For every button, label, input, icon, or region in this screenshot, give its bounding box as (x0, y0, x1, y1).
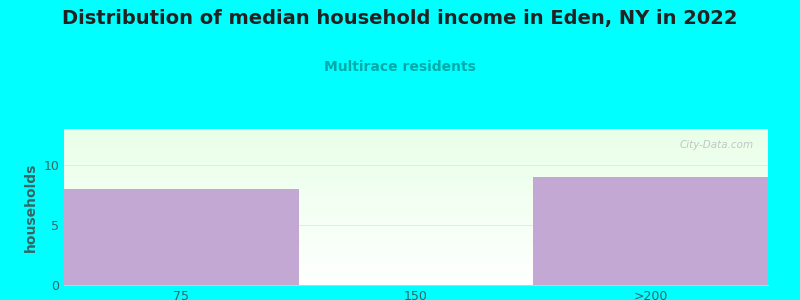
Y-axis label: households: households (24, 162, 38, 252)
Bar (534, 177, 768, 285)
Text: City-Data.com: City-Data.com (680, 140, 754, 150)
Text: Multirace residents: Multirace residents (324, 60, 476, 74)
Text: Distribution of median household income in Eden, NY in 2022: Distribution of median household income … (62, 9, 738, 28)
Bar (64, 189, 298, 285)
